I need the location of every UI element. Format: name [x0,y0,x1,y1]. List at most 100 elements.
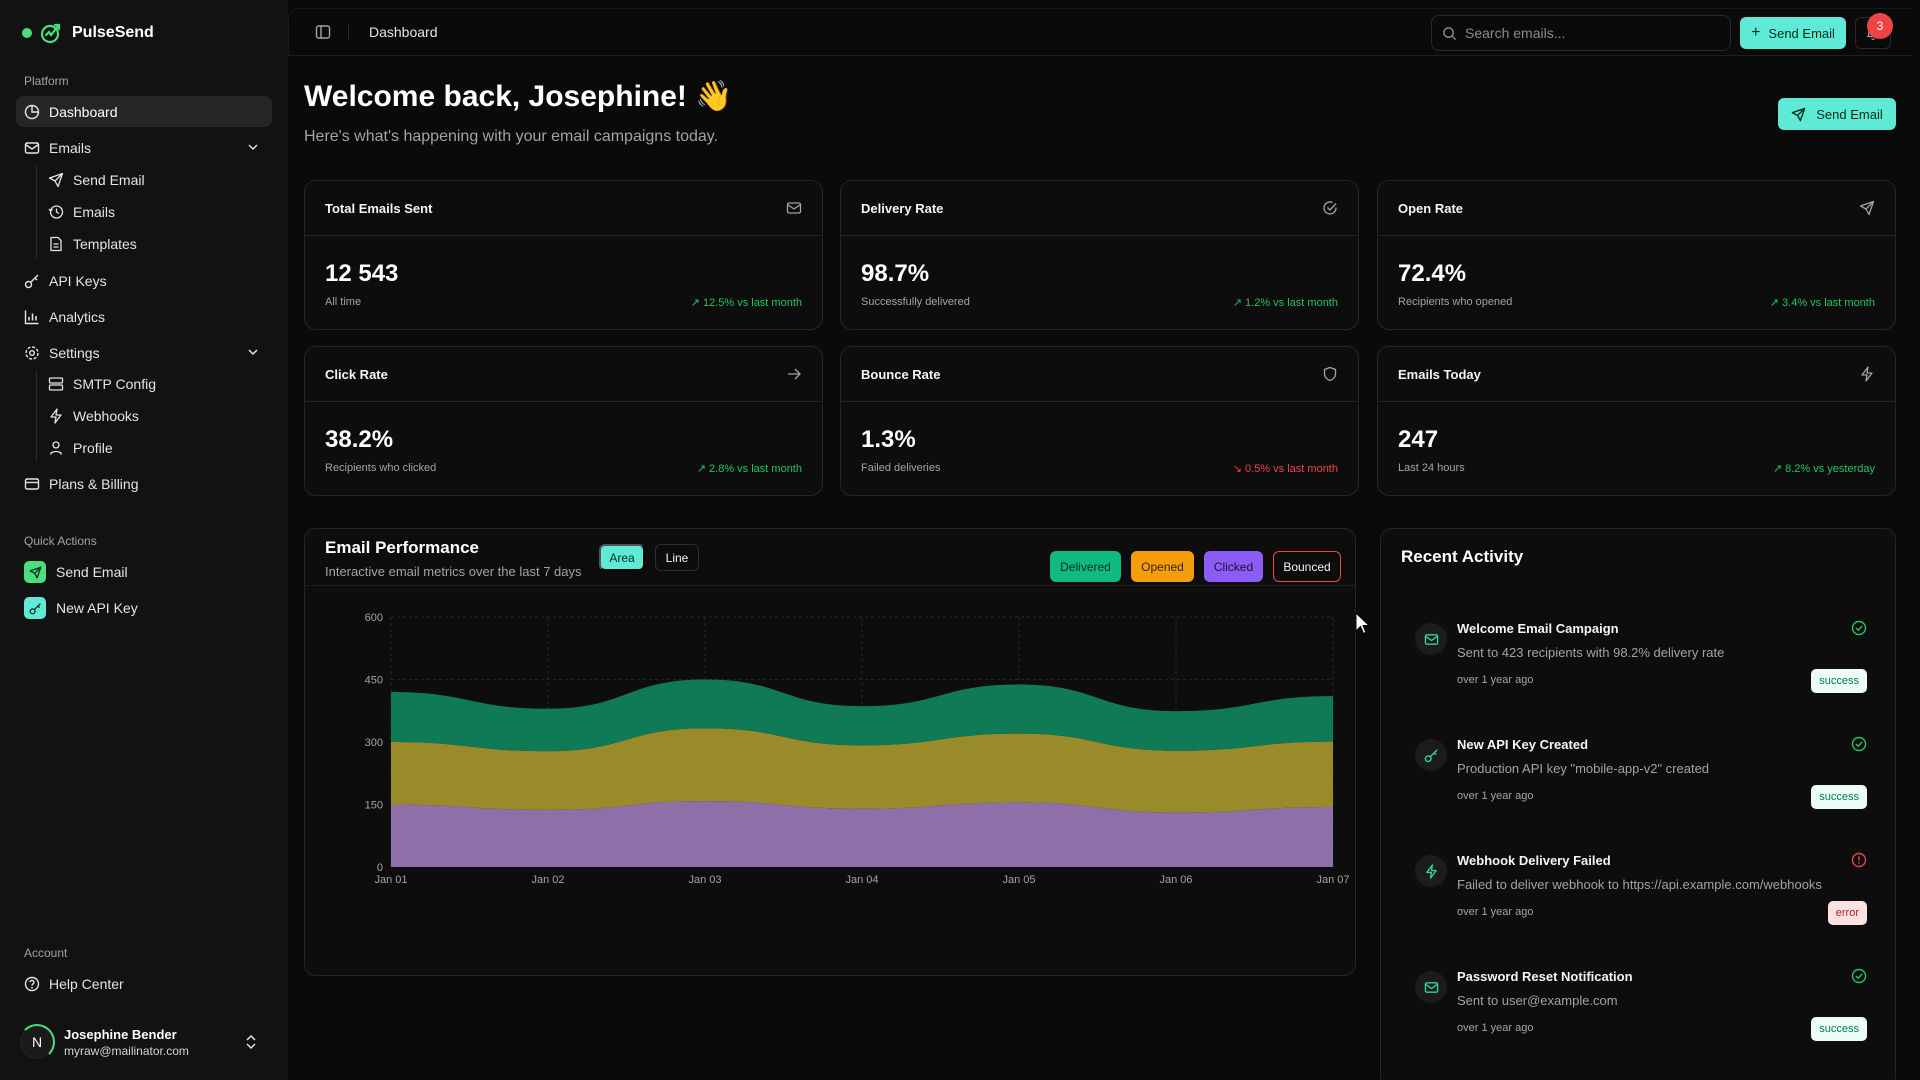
x-tick-label: Jan 03 [688,874,721,886]
legend-opened-toggle[interactable]: Opened [1131,551,1194,582]
activity-item[interactable]: Webhook Delivery Failed Failed to delive… [1401,843,1877,943]
y-tick-label: 600 [365,612,383,624]
quick-action-new-api-key[interactable]: New API Key [16,592,272,624]
chart-subtitle: Interactive email metrics over the last … [325,564,582,579]
send-icon [1859,200,1875,216]
page-title: Welcome back, Josephine! 👋 [304,80,733,113]
stat-title: Open Rate [1398,200,1464,216]
sidebar: PulseSend Platform Dashboard Emails Send… [0,0,288,1080]
sidebar-item-dashboard[interactable]: Dashboard [16,96,272,127]
stat-title: Total Emails Sent [325,200,433,216]
legend-clicked-toggle[interactable]: Clicked [1204,551,1263,582]
status-dot [22,28,32,38]
stat-title: Click Rate [325,366,388,382]
key-icon [24,597,46,619]
avatar: N [19,1024,55,1060]
sidebar-item-api-keys[interactable]: API Keys [16,265,272,296]
activity-description: Sent to user@example.com [1457,993,1618,1008]
stat-title: Emails Today [1398,366,1481,382]
x-tick-label: Jan 04 [845,874,878,886]
chart-type-line-button[interactable]: Line [655,544,699,571]
activity-description: Failed to deliver webhook to https://api… [1457,877,1822,892]
notification-count-badge: 3 [1867,13,1893,39]
sidebar-subitem-send-email[interactable]: Send Email [40,166,270,194]
sidebar-item-label: Webhooks [73,408,139,424]
stat-value: 98.7% [861,260,930,287]
activity-title: Webhook Delivery Failed [1457,853,1611,868]
platform-label: Platform [24,74,69,88]
activity-time: over 1 year ago [1457,1022,1534,1034]
webhook-icon [50,408,62,424]
sidebar-item-label: Help Center [49,975,124,992]
stat-value: 72.4% [1398,260,1467,287]
sidebar-subitem-emails[interactable]: Emails [40,198,270,226]
check-circle-icon [1851,736,1867,752]
x-tick-label: Jan 06 [1159,874,1192,886]
sidebar-item-emails[interactable]: Emails [16,132,272,163]
sidebar-subitem-webhooks[interactable]: Webhooks [40,402,270,430]
stat-card-open-rate: Open Rate 72.4% Recipients who opened ↗ … [1377,180,1896,330]
chart-type-area-button[interactable]: Area [599,544,645,571]
button-label: Send Email [1816,106,1883,122]
sidebar-subitem-smtp-config[interactable]: SMTP Config [40,370,270,398]
stat-trend: ↗ 8.2% vs yesterday [1772,463,1875,475]
status-badge: success [1811,669,1867,693]
file-icon [50,236,62,252]
stat-value: 1.3% [861,426,916,453]
stat-title: Delivery Rate [861,200,944,216]
account-label: Account [24,946,68,960]
search-box[interactable] [1431,15,1731,51]
pulse-logo-icon [40,23,61,44]
activity-item[interactable]: New API Key Created Production API key "… [1401,727,1877,827]
brand[interactable]: PulseSend [22,20,154,46]
page-subtitle: Here's what's happening with your email … [304,128,719,145]
chart-icon [24,310,39,324]
user-menu[interactable]: N Josephine Bender myraw@mailinator.com [16,1020,272,1064]
mail-icon [1415,623,1447,655]
topbar: Dashboard + Send Email 3 [288,8,1912,56]
legend-delivered-toggle[interactable]: Delivered [1050,551,1121,582]
sidebar-subitem-profile[interactable]: Profile [40,434,270,462]
sidebar-item-label: Settings [49,344,100,361]
sidebar-item-help-center[interactable]: Help Center [16,968,272,999]
chevron-down-icon[interactable] [246,140,260,154]
x-tick-label: Jan 02 [531,874,564,886]
quick-action-label: New API Key [56,600,138,616]
key-icon [1415,739,1447,771]
sidebar-item-settings[interactable]: Settings [16,337,272,368]
legend-bounced-toggle[interactable]: Bounced [1273,551,1341,582]
mouse-cursor-icon [1355,612,1371,635]
y-tick-label: 300 [365,737,383,749]
panel-title: Recent Activity [1401,547,1524,566]
sidebar-item-label: Analytics [49,308,106,325]
divider [348,23,349,41]
activity-title: Welcome Email Campaign [1457,621,1619,636]
send-email-button[interactable]: Send Email [1778,98,1896,130]
mail-icon [786,202,802,214]
x-tick-label: Jan 07 [1316,874,1349,886]
send-icon [24,561,46,583]
dashboard-icon [24,104,40,119]
divider [305,585,1355,586]
stat-card-emails-today: Emails Today 247 Last 24 hours ↗ 8.2% vs… [1377,346,1896,496]
stat-card-bounce-rate: Bounce Rate 1.3% Failed deliveries ↘ 0.5… [840,346,1359,496]
sidebar-subitem-templates[interactable]: Templates [40,230,270,258]
sidebar-item-plans-billing[interactable]: Plans & Billing [16,468,272,499]
quick-action-send-email[interactable]: Send Email [16,556,272,588]
mail-icon [1415,971,1447,1003]
zap-icon [1861,366,1873,382]
activity-description: Production API key "mobile-app-v2" creat… [1457,761,1710,776]
topbar-send-email-button[interactable]: + Send Email [1740,17,1846,49]
search-input[interactable] [1465,25,1715,41]
chevron-down-icon[interactable] [246,345,260,359]
stat-card-delivery-rate: Delivery Rate 98.7% Successfully deliver… [840,180,1359,330]
activity-item[interactable]: Password Reset Notification Sent to user… [1401,959,1877,1059]
chevrons-up-down-icon [246,1034,256,1050]
sidebar-item-label: Emails [49,139,92,156]
sidebar-item-label: Dashboard [49,103,118,120]
stat-caption: Last 24 hours [1398,462,1465,474]
sidebar-item-analytics[interactable]: Analytics [16,301,272,332]
send-icon [48,172,64,188]
sidebar-toggle-icon[interactable] [315,24,331,40]
activity-item[interactable]: Welcome Email Campaign Sent to 423 recip… [1401,611,1877,711]
